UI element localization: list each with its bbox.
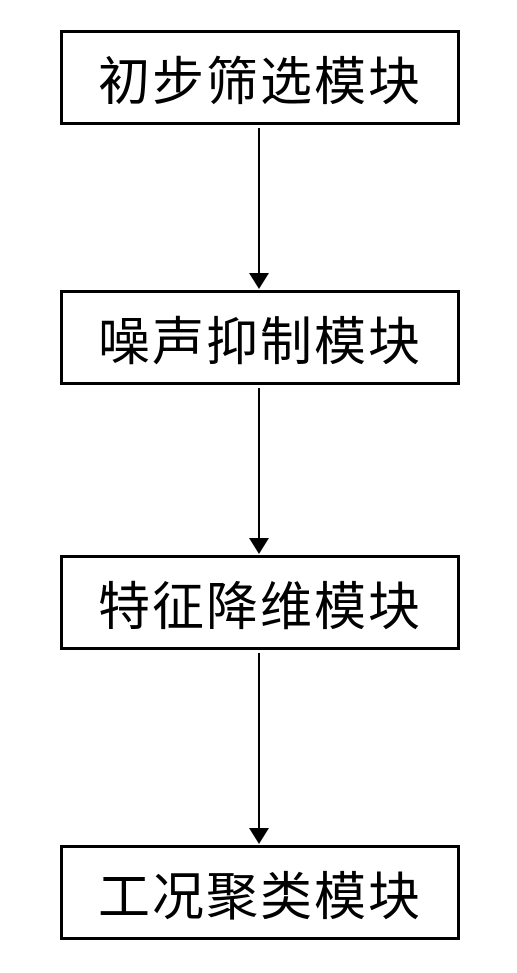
arrow-line-1 [258, 128, 260, 276]
arrow-line-2 [258, 388, 260, 541]
arrow-line-3 [258, 653, 260, 831]
arrow-head-1 [249, 273, 269, 289]
node-label: 工况聚类模块 [98, 855, 422, 930]
flowchart-node-4: 工况聚类模块 [60, 845, 460, 940]
flowchart-node-1: 初步筛选模块 [60, 30, 460, 125]
node-label: 噪声抑制模块 [98, 300, 422, 375]
node-label: 初步筛选模块 [98, 40, 422, 115]
flowchart-node-3: 特征降维模块 [60, 555, 460, 650]
node-label: 特征降维模块 [98, 565, 422, 640]
flowchart-node-2: 噪声抑制模块 [60, 290, 460, 385]
flowchart-container: 初步筛选模块 噪声抑制模块 特征降维模块 工况聚类模块 [0, 0, 517, 973]
arrow-head-3 [249, 828, 269, 844]
arrow-head-2 [249, 538, 269, 554]
